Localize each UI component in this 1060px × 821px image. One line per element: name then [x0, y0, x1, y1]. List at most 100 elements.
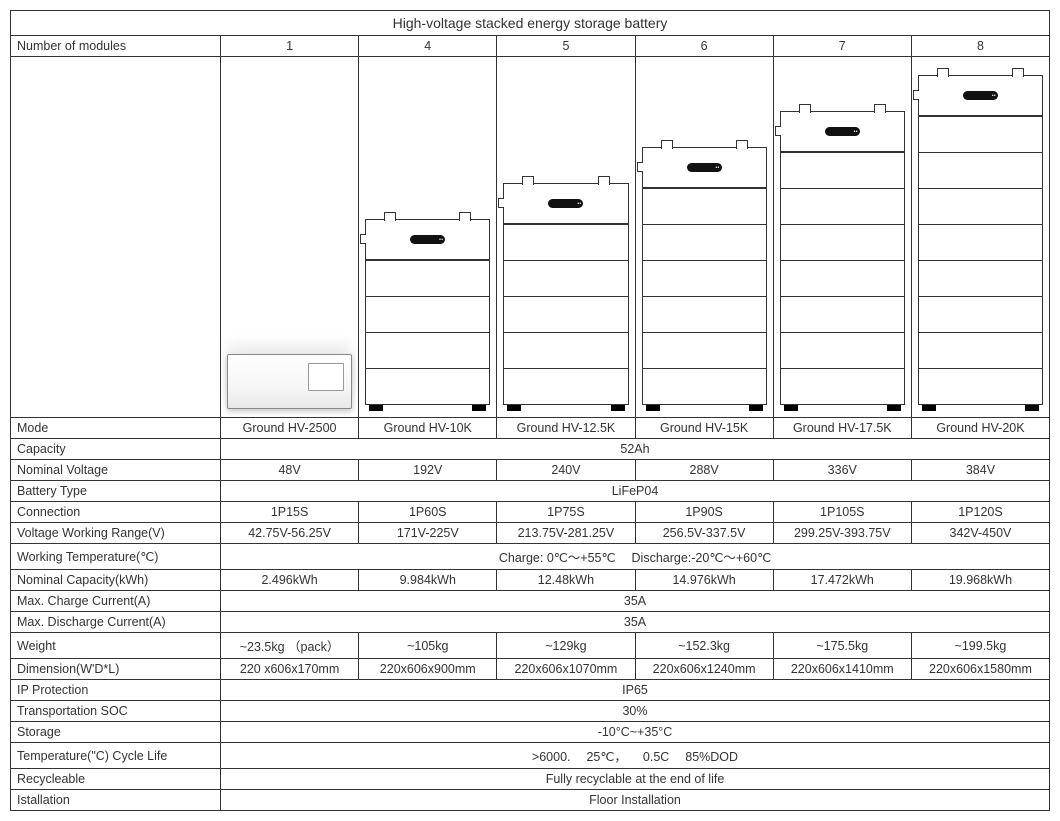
battery-module: [503, 225, 628, 261]
row-label: Recycleable: [11, 769, 221, 789]
data-cell: ~105kg: [359, 633, 497, 658]
data-cell: Ground HV-10K: [359, 418, 497, 438]
data-cell: 12.48kWh: [497, 570, 635, 590]
module-count-cell: 5: [497, 36, 635, 56]
data-cell: ~152.3kg: [636, 633, 774, 658]
battery-module: [780, 297, 905, 333]
battery-module: [780, 333, 905, 369]
table-row: RecycleableFully recyclable at the end o…: [11, 769, 1049, 790]
battery-module: [365, 333, 490, 369]
data-cell: Ground HV-15K: [636, 418, 774, 438]
battery-stack: ••: [503, 183, 628, 411]
table-row: Transportation SOC30%: [11, 701, 1049, 722]
battery-display-icon: ••: [548, 199, 583, 208]
module-count-cell: 4: [359, 36, 497, 56]
table-row: Max. Discharge Current(A)35A: [11, 612, 1049, 633]
data-cell: 220x606x1580mm: [912, 659, 1049, 679]
data-cell: 299.25V-393.75V: [774, 523, 912, 543]
table-row: Dimension(W'D*L)220 x606x170mm220x606x90…: [11, 659, 1049, 680]
data-cell: 220x606x1240mm: [636, 659, 774, 679]
merged-cell: Floor Installation: [221, 790, 1049, 810]
data-cell: ~199.5kg: [912, 633, 1049, 658]
data-cell: 9.984kWh: [359, 570, 497, 590]
table-title: High-voltage stacked energy storage batt…: [11, 11, 1049, 36]
battery-display-icon: ••: [825, 127, 860, 136]
data-cell: 192V: [359, 460, 497, 480]
battery-module: [918, 117, 1043, 153]
row-label: Temperature("C) Cycle Life: [11, 743, 221, 768]
data-cell: ~175.5kg: [774, 633, 912, 658]
battery-diagram-cell: ••: [912, 57, 1049, 417]
data-cell: 1P15S: [221, 502, 359, 522]
battery-module: [642, 261, 767, 297]
battery-diagram-cell: ••: [636, 57, 774, 417]
battery-diagram-cell: ••: [359, 57, 497, 417]
merged-cell: 35A: [221, 612, 1049, 632]
battery-module: [780, 153, 905, 189]
battery-module: [503, 369, 628, 405]
data-cell: 1P75S: [497, 502, 635, 522]
battery-diagram-cell: ••: [497, 57, 635, 417]
battery-stack: ••: [918, 75, 1043, 411]
data-cell: 384V: [912, 460, 1049, 480]
table-row: Capacity52Ah: [11, 439, 1049, 460]
data-cell: 48V: [221, 460, 359, 480]
data-cell: ~129kg: [497, 633, 635, 658]
module-count-cell: 7: [774, 36, 912, 56]
table-row: ModeGround HV-2500Ground HV-10KGround HV…: [11, 418, 1049, 439]
table-row: Storage-10°C~+35°C: [11, 722, 1049, 743]
table-row: Nominal Voltage48V192V240V288V336V384V: [11, 460, 1049, 481]
battery-top-unit: ••: [918, 75, 1043, 117]
data-cell: 220 x606x170mm: [221, 659, 359, 679]
merged-cell: Fully recyclable at the end of life: [221, 769, 1049, 789]
battery-module: [503, 297, 628, 333]
data-cell: Ground HV-2500: [221, 418, 359, 438]
spec-table: High-voltage stacked energy storage batt…: [10, 10, 1050, 811]
data-cell: 2.496kWh: [221, 570, 359, 590]
table-row: Voltage Working Range(V)42.75V-56.25V171…: [11, 523, 1049, 544]
battery-module: [503, 261, 628, 297]
data-cell: 256.5V-337.5V: [636, 523, 774, 543]
row-label-empty: [11, 57, 221, 417]
data-cell: 42.75V-56.25V: [221, 523, 359, 543]
merged-cell: IP65: [221, 680, 1049, 700]
row-label: Nominal Voltage: [11, 460, 221, 480]
table-row: Weight~23.5kg （pack）~105kg~129kg~152.3kg…: [11, 633, 1049, 659]
battery-base: [365, 405, 490, 411]
merged-cell: Charge: 0℃～+55℃ Discharge:-20℃～+60℃: [221, 544, 1049, 569]
data-cell: 1P90S: [636, 502, 774, 522]
data-cell: 1P60S: [359, 502, 497, 522]
table-row: Working Temperature(℃)Charge: 0℃～+55℃ Di…: [11, 544, 1049, 570]
battery-stack: ••: [365, 219, 490, 411]
modules-count-row: Number of modules 145678: [11, 36, 1049, 57]
data-cell: 17.472kWh: [774, 570, 912, 590]
table-row: Temperature("C) Cycle Life>6000. 25℃， 0.…: [11, 743, 1049, 769]
battery-module: [918, 297, 1043, 333]
data-cell: 240V: [497, 460, 635, 480]
table-row: IP ProtectionIP65: [11, 680, 1049, 701]
battery-display-icon: ••: [687, 163, 722, 172]
battery-top-unit: ••: [642, 147, 767, 189]
data-cell: Ground HV-20K: [912, 418, 1049, 438]
data-cell: 220x606x1410mm: [774, 659, 912, 679]
data-cell: 220x606x1070mm: [497, 659, 635, 679]
battery-stack: ••: [780, 111, 905, 411]
row-label: Working Temperature(℃): [11, 544, 221, 569]
battery-module: [503, 333, 628, 369]
battery-module: [642, 297, 767, 333]
row-label: Mode: [11, 418, 221, 438]
row-label: Storage: [11, 722, 221, 742]
row-label: Connection: [11, 502, 221, 522]
row-label: IP Protection: [11, 680, 221, 700]
module-count-cell: 6: [636, 36, 774, 56]
data-cell: Ground HV-12.5K: [497, 418, 635, 438]
row-label: Capacity: [11, 439, 221, 459]
battery-top-unit: ••: [780, 111, 905, 153]
battery-module: [780, 261, 905, 297]
battery-module: [642, 369, 767, 405]
battery-top-unit: ••: [365, 219, 490, 261]
data-cell: 19.968kWh: [912, 570, 1049, 590]
battery-stack: ••: [642, 147, 767, 411]
battery-module: [642, 225, 767, 261]
module-count-cell: 1: [221, 36, 359, 56]
